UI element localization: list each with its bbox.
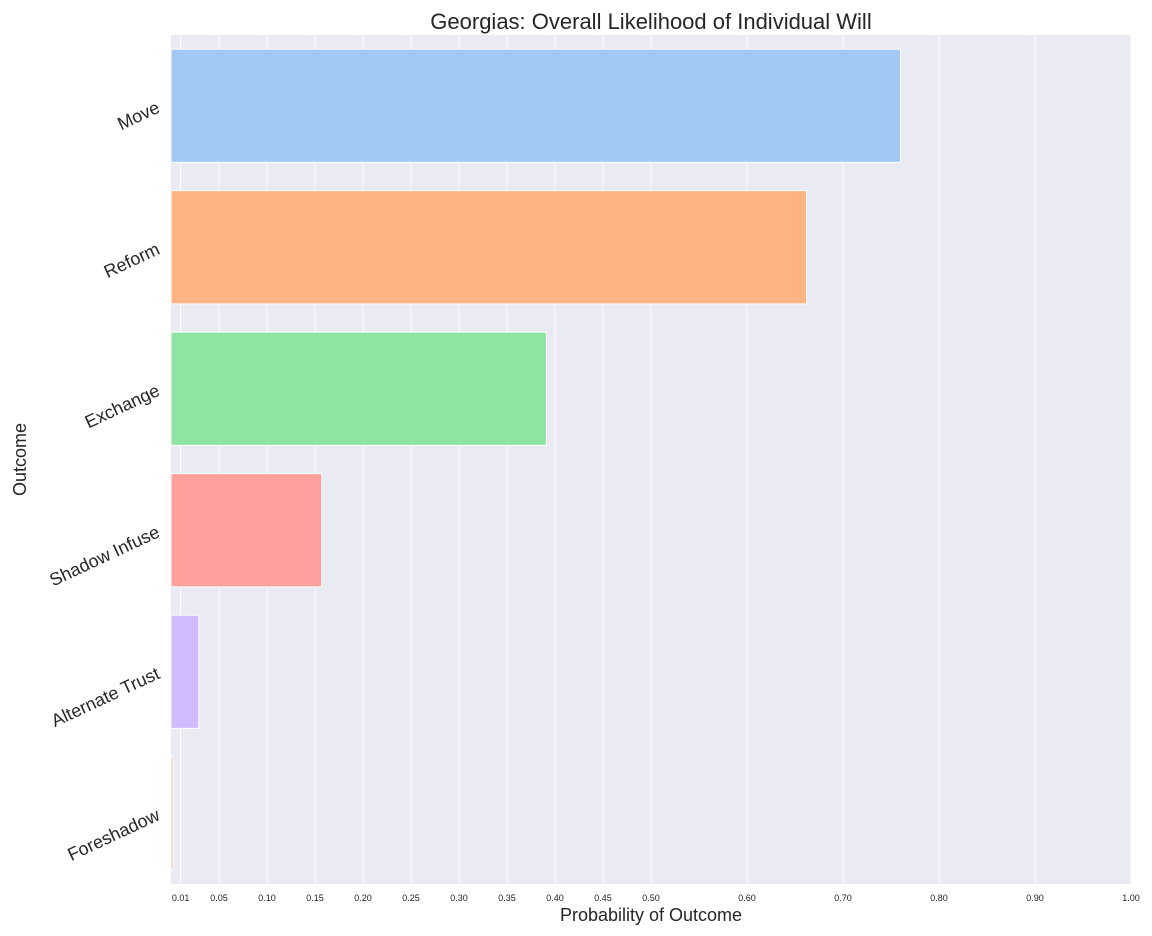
grid-lines (180, 35, 1132, 884)
x-tick-label: 0.45 (594, 893, 612, 903)
x-tick-label: 0.20 (354, 893, 372, 903)
x-tick-label: 1.00 (1122, 893, 1140, 903)
x-tick-label: 0.50 (642, 893, 660, 903)
bar-exchange (170, 331, 547, 446)
x-tick-label: 0.35 (498, 893, 516, 903)
x-tick-label: 0.25 (402, 893, 420, 903)
y-tick-label: Foreshadow (64, 804, 163, 864)
y-tick-label: Exchange (82, 380, 163, 432)
x-tick-label: 0.01 (172, 893, 190, 903)
chart-title: Georgias: Overall Likelihood of Individu… (430, 9, 871, 34)
y-tick-labels: Move Reform Exchange Shadow Infuse Alternate… (46, 97, 163, 864)
bar-move (170, 48, 902, 163)
x-tick-labels: 0.01 0.05 0.10 0.15 0.20 0.25 0.30 0.35 0.40 0.45… (172, 893, 1140, 903)
y-tick-label: Move (114, 97, 162, 134)
bar-alternate-trust (170, 614, 200, 729)
x-tick-label: 0.60 (738, 893, 756, 903)
x-tick-label: 0.40 (546, 893, 564, 903)
x-tick-label: 0.70 (834, 893, 852, 903)
x-axis-label: Probability of Outcome (560, 905, 742, 925)
x-tick-label: 0.10 (258, 893, 276, 903)
bar-foreshadow (170, 756, 174, 871)
y-tick-label: Reform (101, 239, 163, 282)
x-tick-label: 0.05 (210, 893, 228, 903)
bars (170, 48, 902, 871)
bar-shadow-infuse (170, 473, 323, 588)
x-tick-label: 0.80 (930, 893, 948, 903)
y-tick-label: Shadow Infuse (46, 522, 162, 590)
y-axis-label: Outcome (10, 423, 30, 496)
y-tick-label: Alternate Trust (48, 663, 163, 731)
bar-reform (170, 190, 808, 305)
x-tick-label: 0.30 (450, 893, 468, 903)
x-tick-label: 0.15 (306, 893, 324, 903)
x-tick-label: 0.90 (1026, 893, 1044, 903)
